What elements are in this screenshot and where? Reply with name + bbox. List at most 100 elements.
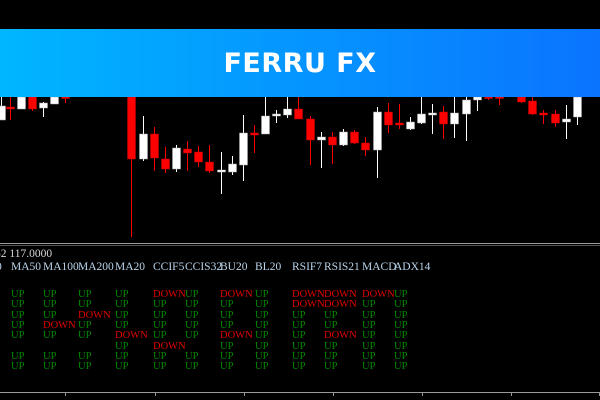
signal-cell: UP	[394, 340, 408, 352]
candle-body	[194, 151, 203, 163]
bearish-candle	[6, 97, 15, 120]
signal-cell: UP	[185, 330, 199, 342]
bearish-candle	[328, 132, 337, 164]
brand-banner: FERRU FX	[0, 29, 600, 97]
signal-cell: UP	[115, 299, 129, 311]
signal-cell: UP	[153, 299, 167, 311]
signal-cell: UP	[220, 361, 234, 373]
bearish-candle	[439, 106, 448, 139]
signal-cell: UP	[220, 299, 234, 311]
signal-cell: UP	[11, 361, 25, 373]
candle-body	[139, 133, 148, 160]
signal-cell: UP	[11, 350, 25, 362]
candle-body	[294, 108, 303, 120]
candle-body	[205, 161, 214, 172]
signal-cell: DOWN	[292, 299, 325, 311]
column-header: MA20	[115, 261, 146, 273]
signal-cell: UP	[324, 350, 338, 362]
signal-cell: UP	[255, 309, 269, 321]
signal-cell: UP	[362, 361, 376, 373]
time-axis-tick	[155, 392, 156, 396]
bullish-candle	[39, 102, 48, 117]
signal-cell: DOWN	[362, 289, 395, 300]
signal-cell: UP	[78, 350, 92, 362]
bearish-candle	[551, 110, 560, 127]
candle-body	[50, 96, 59, 105]
candle-body	[161, 158, 170, 170]
signal-cell: UP	[11, 330, 25, 342]
candle-body	[573, 96, 582, 118]
pane-divider[interactable]	[0, 243, 600, 244]
bearish-candle	[183, 141, 192, 171]
signal-cell: UP	[292, 330, 306, 342]
candle-body	[528, 100, 537, 115]
signal-cell: UP	[43, 289, 57, 300]
signal-cell: UP	[185, 289, 199, 300]
signal-cell: UP	[255, 361, 269, 373]
column-header: BL20	[255, 261, 282, 273]
bullish-candle	[228, 156, 237, 175]
banner-title: FERRU FX	[223, 47, 377, 79]
candle-body	[517, 96, 526, 103]
candle-body	[172, 147, 181, 170]
candle-body	[361, 142, 370, 151]
bullish-candle	[272, 110, 281, 123]
bullish-candle	[462, 97, 471, 141]
bearish-candle	[61, 96, 70, 103]
candle-body	[406, 121, 415, 130]
signal-cell: UP	[11, 299, 25, 311]
candle-body	[0, 105, 6, 121]
signal-cell: UP	[78, 289, 92, 300]
signal-cell: UP	[255, 330, 269, 342]
signal-cell: UP	[292, 350, 306, 362]
signal-cell: DOWN	[153, 289, 186, 300]
signal-cell: UP	[324, 309, 338, 321]
bullish-candle	[339, 129, 348, 146]
signal-cell: UP	[292, 361, 306, 373]
column-header: BU20	[220, 261, 248, 273]
time-axis-tick	[333, 392, 334, 396]
bearish-candle	[194, 146, 203, 167]
signal-cell: UP	[11, 309, 25, 321]
candle-body	[228, 163, 237, 173]
price-readout: 52 117.0000	[0, 248, 53, 260]
signal-cell: UP	[115, 340, 129, 352]
signal-cell: UP	[185, 361, 199, 373]
signal-cell: UP	[394, 330, 408, 342]
bearish-candle	[306, 116, 315, 165]
signal-cell: UP	[394, 289, 408, 300]
signal-cell: UP	[394, 299, 408, 311]
signal-cell: UP	[115, 309, 129, 321]
column-header: MA200	[78, 261, 114, 273]
candle-body	[462, 99, 471, 115]
candle-body	[495, 96, 504, 99]
column-header: ADX14	[394, 261, 431, 273]
signal-cell: UP	[185, 299, 199, 311]
candle-body	[283, 108, 292, 116]
signal-cell: UP	[394, 319, 408, 331]
candlestick-chart[interactable]	[0, 0, 600, 245]
bearish-candle	[28, 96, 37, 111]
candle-body	[384, 111, 393, 126]
bearish-candle	[484, 96, 493, 100]
column-header: 0	[0, 261, 2, 273]
signal-cell: UP	[43, 309, 57, 321]
signal-cell: UP	[255, 319, 269, 331]
column-header: CCIS32	[185, 261, 223, 273]
candle-body	[272, 113, 281, 117]
bullish-candle	[573, 96, 582, 125]
signal-cell: UP	[11, 289, 25, 300]
bullish-candle	[562, 105, 571, 139]
candle-body	[339, 131, 348, 146]
candle-body	[439, 111, 448, 125]
signal-cell: UP	[153, 309, 167, 321]
candle-body	[150, 133, 159, 159]
signal-cell: DOWN	[115, 330, 148, 342]
bullish-candle	[406, 117, 415, 130]
signal-cell: UP	[255, 289, 269, 300]
bearish-candle	[205, 145, 214, 173]
signal-cell: UP	[153, 330, 167, 342]
column-header: RSIS21	[324, 261, 360, 273]
bearish-candle	[361, 137, 370, 156]
signal-cell: UP	[362, 309, 376, 321]
